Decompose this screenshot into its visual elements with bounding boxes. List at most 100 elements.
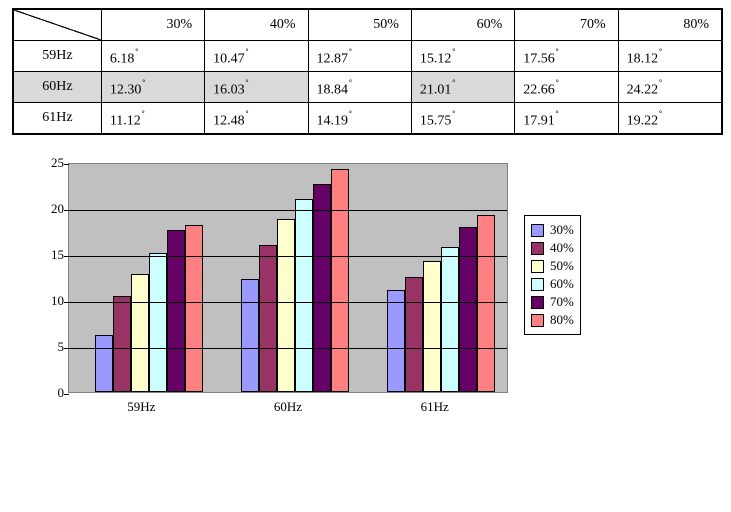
legend-swatch (531, 242, 544, 255)
plot-area (68, 163, 508, 393)
x-axis-label: 59Hz (68, 399, 215, 415)
gridline (69, 302, 507, 303)
table-cell: 15.12゜ (411, 41, 514, 72)
bar (441, 247, 459, 392)
legend-label: 30% (550, 222, 574, 238)
y-axis-label: 25 (36, 155, 64, 171)
y-axis-label: 5 (36, 339, 64, 355)
bar-groups (69, 164, 507, 392)
legend-swatch (531, 278, 544, 291)
legend-item: 40% (531, 240, 574, 256)
y-axis-label: 20 (36, 201, 64, 217)
bar (95, 335, 113, 392)
table-row: 59Hz6.18゜10.47゜12.87゜15.12゜17.56゜18.12゜ (13, 41, 722, 72)
legend-label: 70% (550, 294, 574, 310)
bars (241, 169, 349, 392)
row-header: 61Hz (13, 103, 101, 135)
legend-label: 40% (550, 240, 574, 256)
legend-swatch (531, 296, 544, 309)
bar (295, 199, 313, 392)
bar (459, 227, 477, 392)
legend-item: 70% (531, 294, 574, 310)
x-axis-labels: 59Hz60Hz61Hz (68, 399, 508, 415)
table-cell: 12.30゜ (101, 72, 204, 103)
bar-chart: 0510152025 59Hz60Hz61Hz (68, 163, 508, 415)
table-cell: 6.18゜ (101, 41, 204, 72)
legend-label: 80% (550, 312, 574, 328)
legend: 30% 40% 50% 60% 70% 80% (524, 215, 581, 335)
gridline (69, 348, 507, 349)
legend-item: 60% (531, 276, 574, 292)
bar (131, 274, 149, 392)
gridline (69, 256, 507, 257)
legend-item: 50% (531, 258, 574, 274)
row-header: 60Hz (13, 72, 101, 103)
col-header: 80% (618, 9, 722, 41)
y-tick (64, 394, 69, 395)
data-table: 30% 40% 50% 60% 70% 80% 59Hz6.18゜10.47゜1… (12, 8, 723, 135)
table-cell: 15.75゜ (411, 103, 514, 135)
legend-swatch (531, 314, 544, 327)
y-tick (64, 256, 69, 257)
table-header-row: 30% 40% 50% 60% 70% 80% (13, 9, 722, 41)
col-header: 30% (101, 9, 204, 41)
table-cell: 14.19゜ (308, 103, 411, 135)
table-row: 60Hz12.30゜16.03゜18.84゜21.01゜22.66゜24.22゜ (13, 72, 722, 103)
bar (259, 245, 277, 392)
y-axis-label: 15 (36, 247, 64, 263)
table-row: 61Hz11.12゜12.48゜14.19゜15.75゜17.91゜19.22゜ (13, 103, 722, 135)
table-cell: 17.91゜ (515, 103, 618, 135)
bars (387, 215, 495, 392)
legend-item: 80% (531, 312, 574, 328)
bar (387, 290, 405, 392)
bar-group (361, 164, 507, 392)
y-tick (64, 302, 69, 303)
table-cell: 18.12゜ (618, 41, 722, 72)
legend-label: 50% (550, 258, 574, 274)
bar-group (215, 164, 361, 392)
bar (241, 279, 259, 392)
col-header: 50% (308, 9, 411, 41)
bar (185, 225, 203, 392)
table-cell: 19.22゜ (618, 103, 722, 135)
table-cell: 17.56゜ (515, 41, 618, 72)
y-axis-labels: 0510152025 (36, 163, 64, 393)
legend-swatch (531, 260, 544, 273)
col-header: 40% (205, 9, 308, 41)
bar (423, 261, 441, 392)
table-cell: 24.22゜ (618, 72, 722, 103)
table-cell: 12.48゜ (205, 103, 308, 135)
bar (277, 219, 295, 392)
y-tick (64, 348, 69, 349)
table-cell: 21.01゜ (411, 72, 514, 103)
y-axis-label: 0 (36, 385, 64, 401)
x-axis-label: 60Hz (215, 399, 362, 415)
bar (313, 184, 331, 392)
row-header: 59Hz (13, 41, 101, 72)
table-cell: 16.03゜ (205, 72, 308, 103)
y-tick (64, 210, 69, 211)
bar (113, 296, 131, 392)
col-header: 60% (411, 9, 514, 41)
y-axis-label: 10 (36, 293, 64, 309)
table-cell: 22.66゜ (515, 72, 618, 103)
table-corner (13, 9, 101, 41)
table-cell: 11.12゜ (101, 103, 204, 135)
legend-label: 60% (550, 276, 574, 292)
bars (95, 225, 203, 392)
legend-item: 30% (531, 222, 574, 238)
table-cell: 18.84゜ (308, 72, 411, 103)
bar-group (69, 164, 215, 392)
x-axis-label: 61Hz (361, 399, 508, 415)
chart-container: 0510152025 59Hz60Hz61Hz 30% 40% 50% 60% 70% 8… (68, 163, 723, 415)
bar (331, 169, 349, 392)
table-cell: 12.87゜ (308, 41, 411, 72)
gridline (69, 210, 507, 211)
legend-swatch (531, 224, 544, 237)
col-header: 70% (515, 9, 618, 41)
bar (149, 253, 167, 392)
bar (477, 215, 495, 392)
y-tick (64, 164, 69, 165)
bar (167, 230, 185, 392)
table-cell: 10.47゜ (205, 41, 308, 72)
